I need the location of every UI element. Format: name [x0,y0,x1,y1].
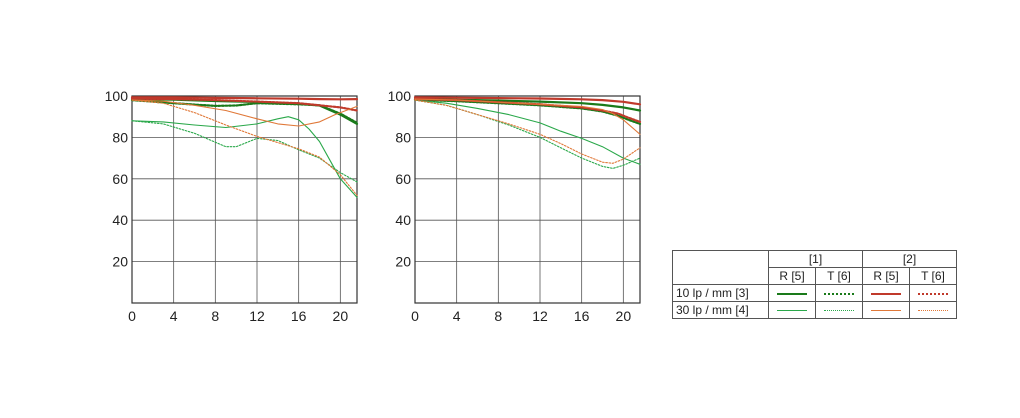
legend-swatch-o2 [918,292,948,295]
legend-swatch-cell [768,301,816,319]
x-tick-label: 8 [211,308,219,324]
legend-swatch-g3 [777,310,807,312]
series-line-o3 [414,98,641,135]
x-tick-label: 4 [170,308,178,324]
series-line-o4 [131,99,358,196]
legend-swatch-cell [815,284,863,302]
x-tick-label: 0 [128,308,136,324]
x-tick-label: 8 [494,308,502,324]
legend-corner [672,250,769,285]
series-line-g4 [131,120,358,183]
series-line-o3 [131,99,358,127]
legend-swatch-g2 [824,292,854,295]
y-tick-label: 20 [112,254,128,270]
plot-frame [131,95,358,304]
legend-swatch-g4 [824,310,854,312]
legend-row-label-30lp: 30 lp / mm [4] [672,301,769,319]
series-line-o4 [414,99,641,164]
x-tick-label: 16 [291,308,307,324]
series-line-g4 [414,99,641,169]
plot-frame [414,95,641,304]
y-tick-label: 60 [112,171,128,187]
x-tick-label: 16 [574,308,590,324]
series-line-g3 [131,116,358,198]
x-tick-label: 20 [333,308,349,324]
legend-swatch-cell [768,284,816,302]
legend-swatch-cell [909,301,957,319]
x-tick-label: 4 [453,308,461,324]
y-tick-label: 100 [105,88,129,104]
legend-row-10lp: 10 lp / mm [3] [672,284,957,302]
legend-row-label-10lp: 10 lp / mm [3] [672,284,769,302]
y-tick-label: 20 [395,254,411,270]
x-tick-label: 12 [249,308,265,324]
legend-swatch-cell [909,284,957,302]
y-tick-label: 40 [395,212,411,228]
x-tick-label: 20 [616,308,632,324]
legend-col-header-1: [1] [768,250,863,268]
legend-header-row: [1] [2] [672,250,957,285]
y-tick-label: 80 [112,129,128,145]
legend-swatch-o4 [918,310,948,312]
legend-col-header-2: [2] [862,250,957,268]
legend-swatch-o3 [871,310,901,312]
series-line-o1 [413,96,642,106]
legend-row-30lp: 30 lp / mm [4] [672,301,957,319]
legend-sub-t-2: T [6] [909,267,957,285]
series-line-o1 [130,96,359,101]
legend-swatch-cell [862,284,910,302]
x-tick-label: 12 [532,308,548,324]
series-line-g3 [414,99,641,165]
y-tick-label: 60 [395,171,411,187]
chart-1: 0 4 8 12 16 20 20 40 60 80 100 [105,88,359,324]
x-tick-label: 0 [411,308,419,324]
legend-swatch-o1 [871,292,901,295]
series-line-o2 [130,97,359,112]
legend-table: [1] [2] R [5] T [6] R [5] T [6] 10 lp / … [672,250,957,319]
legend-sub-r-1: R [5] [768,267,816,285]
y-tick-label: 40 [112,212,128,228]
y-tick-label: 100 [388,88,412,104]
legend-swatch-cell [862,301,910,319]
legend-swatch-g1 [777,292,807,295]
chart-2: 0 4 8 12 16 20 20 40 60 80 100 [388,88,642,324]
legend-swatch-cell [815,301,863,319]
legend-sub-r-2: R [5] [862,267,910,285]
y-tick-label: 80 [395,129,411,145]
legend-sub-t-1: T [6] [815,267,863,285]
